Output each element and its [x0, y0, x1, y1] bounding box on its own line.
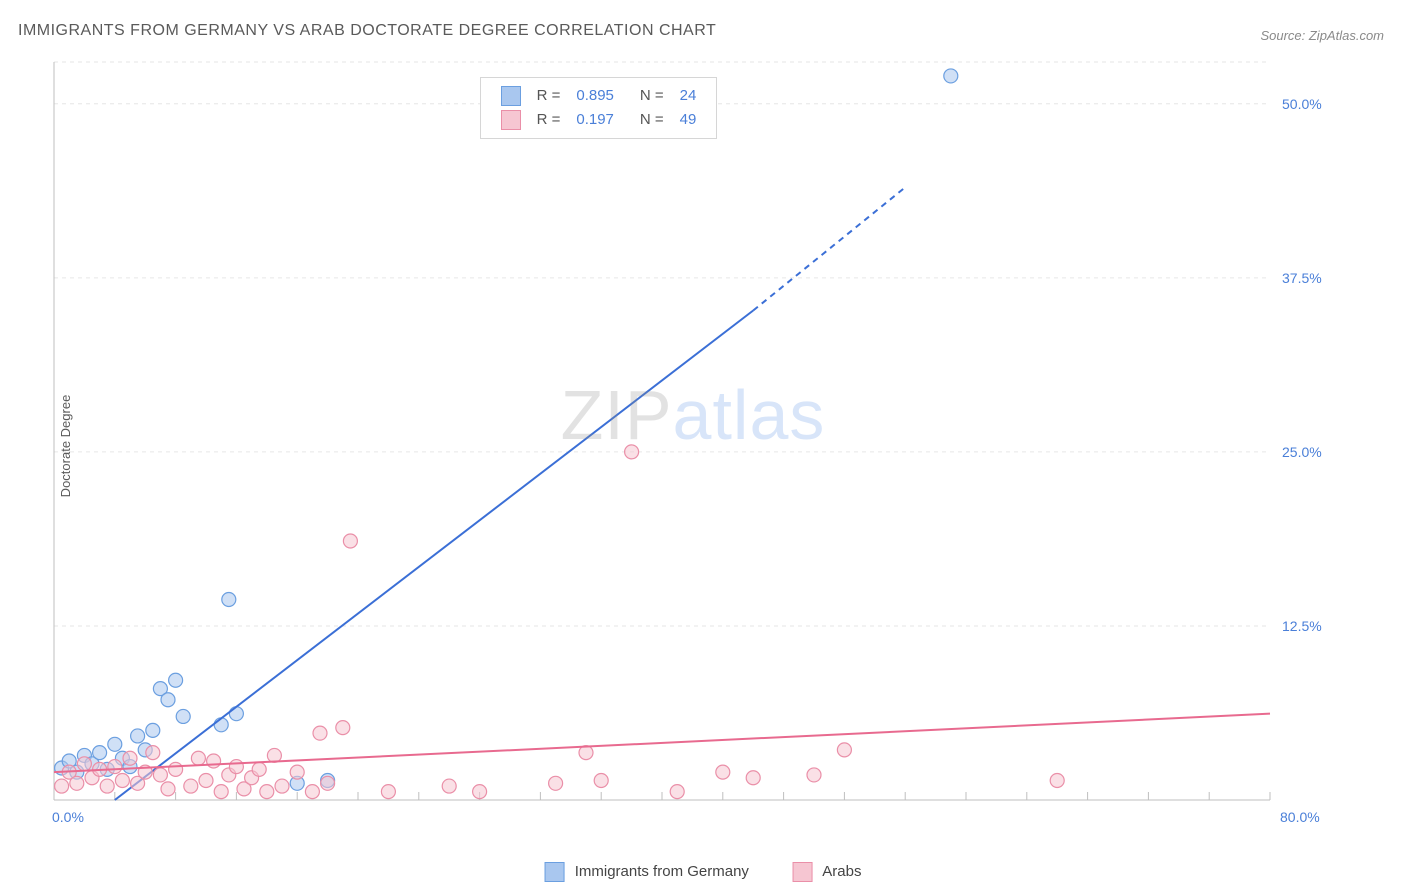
legend-item-germany: Immigrants from Germany: [545, 863, 749, 880]
svg-text:0.0%: 0.0%: [52, 809, 84, 825]
series-legend: Immigrants from Germany Arabs: [523, 862, 884, 882]
svg-text:25.0%: 25.0%: [1282, 444, 1322, 460]
legend-item-arabs: Arabs: [793, 863, 862, 880]
chart-title: IMMIGRANTS FROM GERMANY VS ARAB DOCTORAT…: [18, 22, 716, 40]
svg-text:80.0%: 80.0%: [1280, 809, 1320, 825]
svg-text:12.5%: 12.5%: [1282, 618, 1322, 634]
scatter-chart: 12.5% 25.0% 37.5% 50.0% 0.0% 80.0%: [48, 52, 1338, 842]
svg-text:50.0%: 50.0%: [1282, 96, 1322, 112]
source-attribution: Source: ZipAtlas.com: [1260, 28, 1384, 43]
svg-text:37.5%: 37.5%: [1282, 270, 1322, 286]
chart-plot-area: 12.5%25.0%37.5%50.0%0.0%80.0% ZIPatlas R…: [48, 52, 1338, 842]
correlation-legend: R =0.895N =24R =0.197N =49: [480, 77, 718, 139]
